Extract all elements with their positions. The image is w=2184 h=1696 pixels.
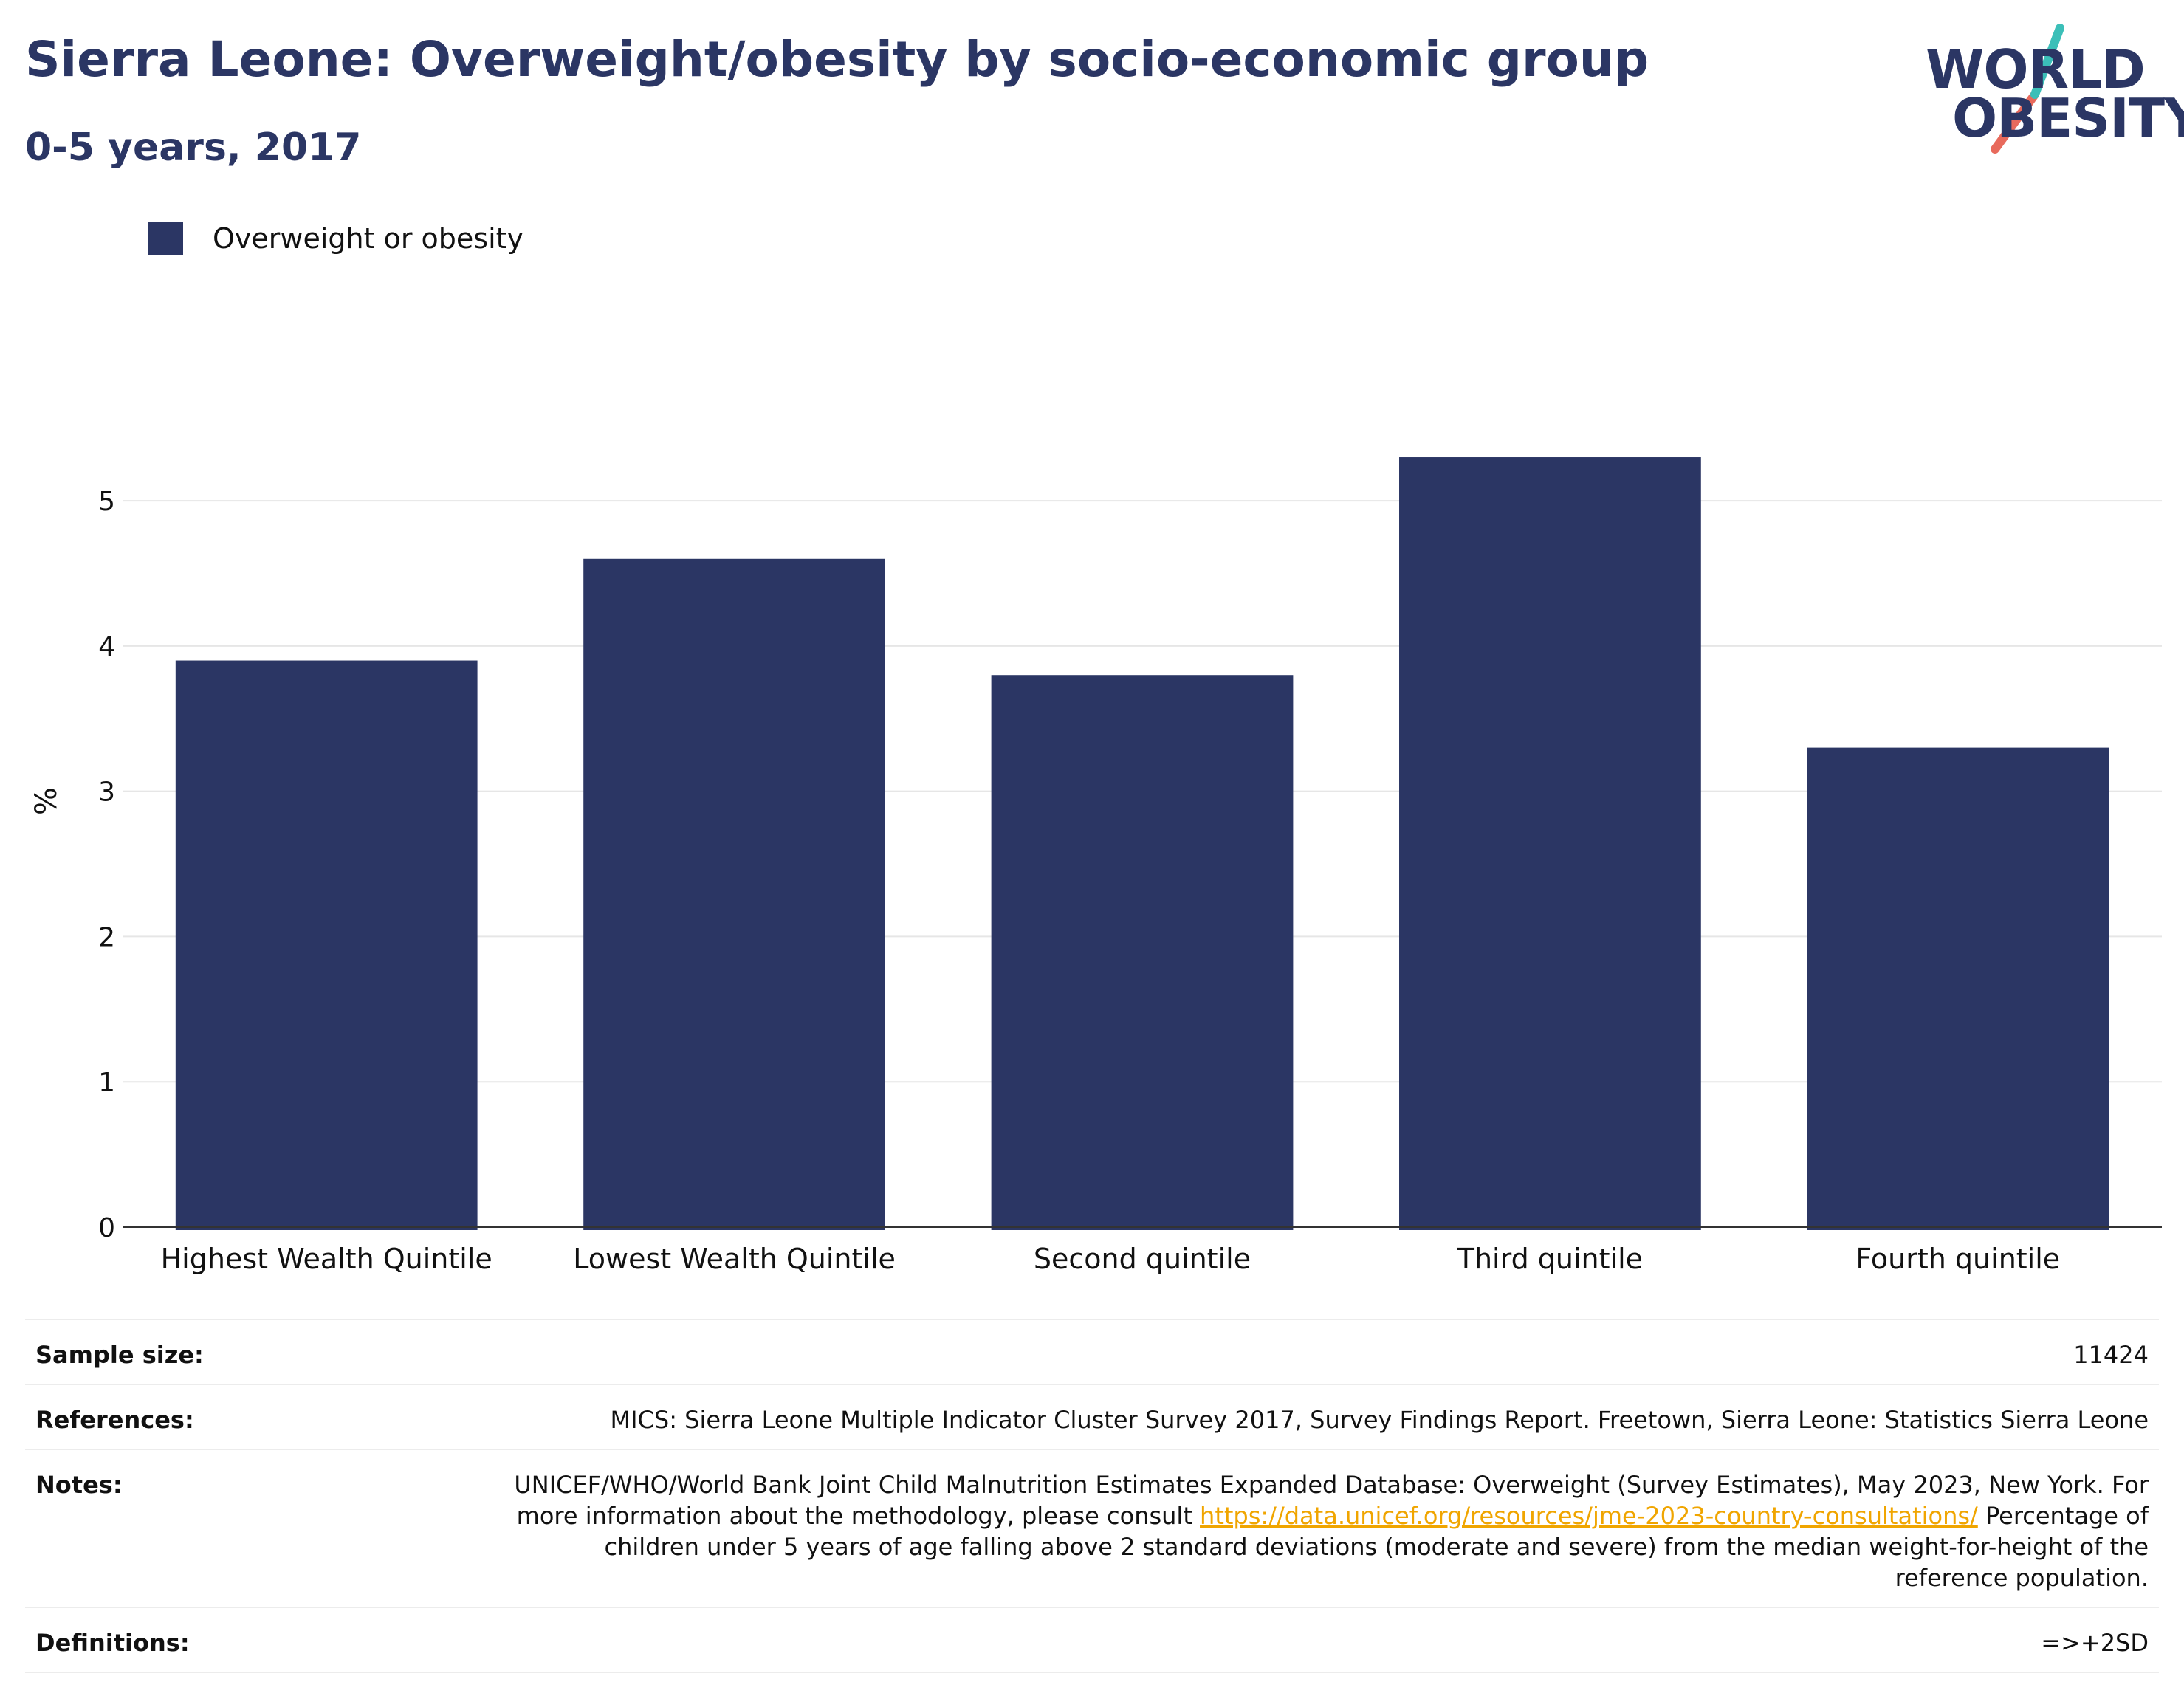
y-tick-labels: 0 1 2 3 4 5 (98, 487, 115, 1243)
bar (1399, 457, 1701, 1231)
x-tick-label: Fourth quintile (1855, 1243, 2060, 1275)
world-obesity-logo: WORLD OBESITY (1920, 21, 2184, 161)
x-tick-label: Highest Wealth Quintile (161, 1243, 492, 1275)
chart-footer: Sample size: 11424 References: MICS: Sie… (25, 1319, 2159, 1673)
bar (1807, 747, 2109, 1230)
y-tick-label: 0 (98, 1213, 115, 1243)
x-tick-label: Second quintile (1034, 1243, 1251, 1275)
x-tick-labels: Highest Wealth Quintile Lowest Wealth Qui… (161, 1243, 2061, 1275)
y-tick-label: 3 (98, 777, 115, 808)
logo-text-world: WORLD (1926, 38, 2146, 100)
footer-value: UNICEF/WHO/World Bank Joint Child Malnut… (495, 1469, 2149, 1593)
footer-row-definitions: Definitions: =>+2SD (25, 1607, 2159, 1673)
y-tick-label: 1 (98, 1068, 115, 1098)
legend-swatch (148, 222, 183, 255)
chart-title: Sierra Leone: Overweight/obesity by soci… (25, 31, 1649, 88)
footer-label: Definitions: (35, 1629, 190, 1657)
notes-link[interactable]: https://data.unicef.org/resources/jme-20… (1200, 1502, 1978, 1530)
notes-text-before: UNICEF/WHO/World Bank Joint Child Malnut… (514, 1471, 2149, 1530)
footer-label: References: (35, 1406, 194, 1434)
y-tick-label: 2 (98, 922, 115, 952)
y-tick-label: 5 (98, 487, 115, 517)
bar (583, 558, 885, 1230)
bar-chart: 0 1 2 3 4 5 Highest Wealth Quintile Lowest Wea… (30, 457, 2162, 1275)
y-tick-label: 4 (98, 632, 115, 662)
footer-label: Sample size: (35, 1341, 204, 1369)
legend-label: Overweight or obesity (213, 222, 524, 255)
bars (175, 457, 2109, 1231)
footer-value: 11424 (2073, 1341, 2149, 1369)
logo-text-obesity: OBESITY (1952, 87, 2184, 149)
logo-slash-icon (1991, 24, 2064, 154)
footer-row-notes: Notes: UNICEF/WHO/World Bank Joint Child… (25, 1449, 2159, 1607)
footer-value: MICS: Sierra Leone Multiple Indicator Cl… (610, 1406, 2149, 1434)
notes-text-after: Percentage of children under 5 years of … (604, 1502, 2149, 1592)
footer-label: Notes: (35, 1471, 123, 1499)
bar (991, 675, 1294, 1230)
y-axis-label: % (30, 787, 63, 815)
footer-row-sample-size: Sample size: 11424 (25, 1319, 2159, 1384)
chart-subtitle: 0-5 years, 2017 (25, 126, 362, 170)
bar (175, 660, 478, 1230)
x-tick-label: Lowest Wealth Quintile (573, 1243, 896, 1275)
x-tick-label: Third quintile (1457, 1243, 1643, 1275)
footer-row-references: References: MICS: Sierra Leone Multiple … (25, 1384, 2159, 1449)
footer-value: =>+2SD (2041, 1629, 2149, 1657)
